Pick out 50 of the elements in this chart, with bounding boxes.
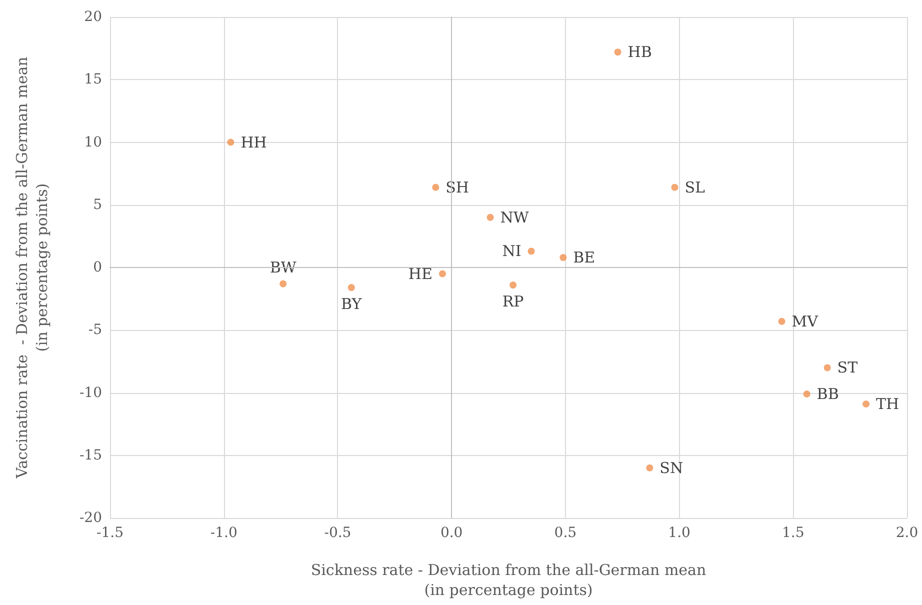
y-tick-label: 5	[93, 196, 102, 213]
annotation: SN	[660, 458, 684, 477]
y-tick-label: 15	[84, 72, 102, 88]
annotation: NW	[500, 208, 530, 226]
annotation: ST	[837, 358, 858, 377]
x-tick-label: -0.5	[324, 525, 352, 541]
y-tick-label: -15	[79, 447, 102, 464]
annotation: BE	[573, 248, 596, 266]
annotation: MV	[792, 312, 820, 330]
y-tick-label: 0	[93, 260, 102, 276]
annotation: NI	[502, 242, 522, 260]
annotation: TH	[876, 395, 900, 414]
x-tick-label: 1.0	[668, 525, 690, 541]
x-tick-label: 0.0	[440, 525, 463, 541]
y-tick-label: -5	[88, 322, 102, 338]
point	[671, 184, 678, 191]
x-tick-label: 2.0	[896, 525, 918, 541]
point	[432, 184, 440, 191]
y-axis-title: Vaccination rate - Deviation from the all-German mean (in percentage points)	[13, 56, 51, 480]
annotation: RP	[502, 292, 524, 311]
point	[778, 318, 786, 325]
point	[438, 270, 446, 278]
point	[348, 284, 355, 292]
y-tick-label: -10	[79, 384, 102, 401]
point	[227, 138, 234, 146]
y-tick-label: -20	[79, 510, 102, 526]
point	[824, 364, 831, 372]
annotation: BB	[816, 385, 839, 404]
annotation: BY	[341, 295, 363, 314]
point	[614, 48, 622, 56]
annotation: HH	[240, 133, 267, 152]
x-tick-label: -1.0	[210, 525, 238, 541]
annotation: SL	[684, 178, 706, 196]
x-tick-label: -1.5	[96, 525, 124, 541]
point	[510, 282, 517, 289]
y-tick-label: 10	[84, 134, 102, 150]
point	[486, 214, 494, 221]
annotation: SH	[446, 178, 469, 196]
point	[862, 400, 870, 408]
point	[560, 254, 567, 261]
point	[646, 464, 654, 472]
x-axis-title: Sickness rate - Deviation from the all-German mean (in percentage points)	[310, 561, 706, 599]
y-tick-label: 20	[84, 9, 102, 25]
annotation: HB	[628, 43, 652, 62]
point	[280, 280, 287, 288]
x-tick-label: 1.5	[782, 525, 804, 541]
x-tick-label: 0.5	[554, 525, 577, 541]
point	[803, 390, 810, 398]
point	[528, 248, 535, 255]
annotation: HE	[408, 264, 432, 283]
